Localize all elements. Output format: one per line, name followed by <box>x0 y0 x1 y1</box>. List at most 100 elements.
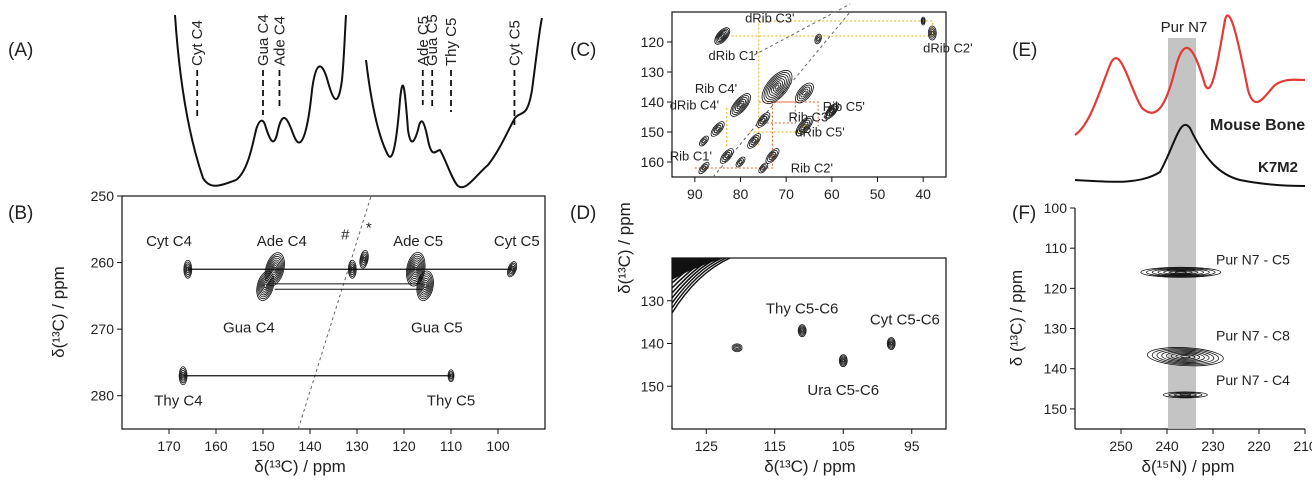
peak-contour <box>767 150 778 162</box>
peak-contour <box>815 35 821 43</box>
y-axis-label: δ (¹³C) / ppm <box>1007 270 1026 366</box>
peak-contour <box>732 344 742 352</box>
annotation-label: Gua C5 <box>424 14 441 66</box>
peak-contour <box>412 263 420 276</box>
x-tick-label: 80 <box>733 186 749 202</box>
x-tick-label: 100 <box>486 438 510 454</box>
peak-contour <box>361 253 367 265</box>
dRib-label: dRib C1' <box>709 48 758 63</box>
peak-contour <box>270 261 280 277</box>
peak-contour <box>799 326 805 335</box>
peak-contour <box>761 117 766 123</box>
x-tick-label: 220 <box>1247 438 1271 454</box>
y-tick-label: 120 <box>641 34 665 50</box>
panel-label-c: (C) <box>570 40 596 61</box>
peak-label: Thy C5-C6 <box>766 301 839 318</box>
peak-contour <box>266 255 283 283</box>
peak-contour <box>759 115 768 125</box>
peak-contour <box>768 151 777 161</box>
peak-contour <box>747 133 762 149</box>
peak-contour <box>802 90 807 96</box>
y-tick-label: 120 <box>1044 280 1068 296</box>
peak-contour <box>699 135 709 147</box>
y-tick-label: 270 <box>91 321 115 337</box>
Rib-label: Rib C1' <box>670 149 712 164</box>
peak-contour <box>409 257 423 281</box>
peak-contour <box>181 373 185 378</box>
peak-contour <box>700 163 708 173</box>
peak-contour <box>416 270 434 302</box>
peak-contour <box>890 341 893 346</box>
peak-contour <box>184 261 192 277</box>
annotation-label: Ade C5 <box>415 16 432 66</box>
Rib-label: Rib C3' <box>788 110 830 125</box>
peak-contour <box>509 265 515 273</box>
peak-contour <box>756 112 771 128</box>
annotation-label: Thy C5 <box>443 18 460 66</box>
x-tick-label: 230 <box>1201 438 1225 454</box>
y-tick-label: 130 <box>641 293 665 309</box>
peak-contour <box>420 278 430 294</box>
Rib-label: Rib C5' <box>823 99 865 114</box>
peak-contour <box>795 115 814 137</box>
panel-label-b: (B) <box>8 203 33 224</box>
y-axis-label: δ(¹³C) / ppm <box>49 266 68 358</box>
panel-f: (F) 250 240 230 220 210 100 110 120 130 140 150 δ(¹⁵… <box>1007 200 1312 476</box>
peak-contour <box>765 74 789 100</box>
x-tick-label: 250 <box>1109 438 1133 454</box>
x-tick-label: 210 <box>1293 438 1312 454</box>
peak-contour <box>421 279 429 292</box>
peak-label: Pur N7 - C5 <box>1216 251 1290 267</box>
diagonal-ridge-contour <box>671 257 731 314</box>
peak-contour <box>800 329 804 333</box>
peak-label: Thy C5 <box>427 393 475 410</box>
peak-contour <box>774 84 780 90</box>
y-tick-label: 250 <box>91 188 115 204</box>
panel-label-d: (D) <box>570 203 596 224</box>
peak-contour <box>359 249 369 269</box>
peak-contour <box>771 80 784 94</box>
peak-contour <box>825 104 838 118</box>
peak-contour <box>1174 271 1187 274</box>
peak-contour <box>1146 267 1216 277</box>
peak-contour <box>1147 347 1224 367</box>
peak-contour <box>1179 393 1192 397</box>
peak-contour <box>713 124 722 134</box>
peak-contour <box>928 27 936 39</box>
peak-contour <box>714 27 731 45</box>
peak-contour <box>724 153 729 159</box>
peak-contour <box>350 265 355 274</box>
x-axis-label: δ(¹⁵N) / ppm <box>1141 457 1234 476</box>
peak-contour <box>715 28 729 44</box>
y-tick-label: 110 <box>1045 240 1068 256</box>
panel-label-f: (F) <box>1012 203 1036 224</box>
peak-contour <box>273 266 277 272</box>
peak-contour <box>258 274 273 298</box>
annotation-label: Ade C4 <box>271 16 288 66</box>
peak-contour <box>256 270 275 301</box>
peak-contour <box>723 151 731 161</box>
peak-contour <box>712 123 723 135</box>
peak-contour <box>1174 392 1197 397</box>
diagonal-ridge-contour <box>671 257 727 309</box>
annotation-label: Gua C4 <box>255 14 272 66</box>
peak-contour <box>797 324 807 338</box>
peak-contour <box>718 31 727 41</box>
plot-frame <box>121 195 546 430</box>
peak-contour <box>887 338 895 349</box>
peak-contour <box>448 370 454 381</box>
peak-contour <box>889 340 894 347</box>
peak-contour <box>1168 270 1193 275</box>
peak-contour <box>770 153 775 159</box>
peak-contour <box>769 78 785 96</box>
peak-contour <box>407 253 425 285</box>
peak-label: Ade C5 <box>393 233 443 250</box>
plot-frame <box>671 257 947 430</box>
peak-contour <box>423 283 427 289</box>
peak-contour <box>1170 352 1201 361</box>
peak-contour <box>763 72 791 102</box>
peak-contour <box>510 267 514 272</box>
peak-contour <box>183 259 193 279</box>
diagonal-ridge-fill <box>672 258 724 280</box>
peak-contour <box>260 278 271 294</box>
